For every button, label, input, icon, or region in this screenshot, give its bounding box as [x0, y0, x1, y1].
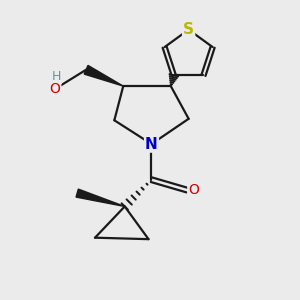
- Polygon shape: [76, 189, 125, 206]
- Text: S: S: [183, 22, 194, 37]
- Polygon shape: [84, 65, 123, 86]
- Text: H: H: [52, 70, 61, 83]
- Text: N: N: [145, 136, 158, 152]
- Text: O: O: [50, 82, 60, 96]
- Text: O: O: [188, 183, 199, 197]
